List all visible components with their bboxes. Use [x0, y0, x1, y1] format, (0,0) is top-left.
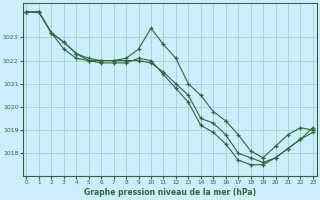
X-axis label: Graphe pression niveau de la mer (hPa): Graphe pression niveau de la mer (hPa): [84, 188, 256, 197]
